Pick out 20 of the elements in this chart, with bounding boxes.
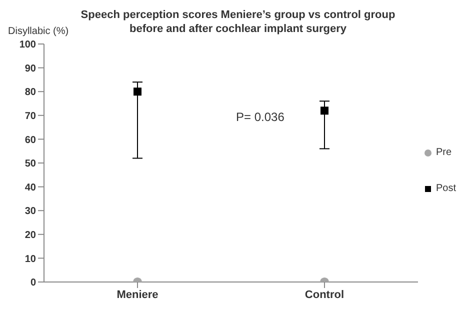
x-tick-label: Meniere [116,288,158,301]
y-axis-title: Disyllabic (%) [8,26,69,37]
x-tick-label: Control [304,288,344,301]
y-tick-label: 60 [24,134,36,146]
y-tick-label: 90 [24,63,36,74]
y-tick-label: 30 [24,206,36,218]
chart-title: Speech perception scores Meniere’s group vs control group before and after cochlear implant surgery [80,8,396,36]
legend-label: Post [436,182,456,196]
y-tick-label: 100 [19,40,36,51]
y-tick-label: 10 [24,254,36,265]
legend-label: Pre [436,146,452,160]
y-tick-label: 80 [24,87,36,98]
y-tick-label: 50 [24,158,36,170]
y-tick-label: 40 [24,182,36,194]
point [133,88,142,96]
annotation: P= 0.036 [236,110,284,124]
y-tick-label: 0 [30,278,36,289]
y-tick-label: 70 [24,110,36,122]
point [320,106,328,115]
y-tick-label: 20 [24,230,36,241]
